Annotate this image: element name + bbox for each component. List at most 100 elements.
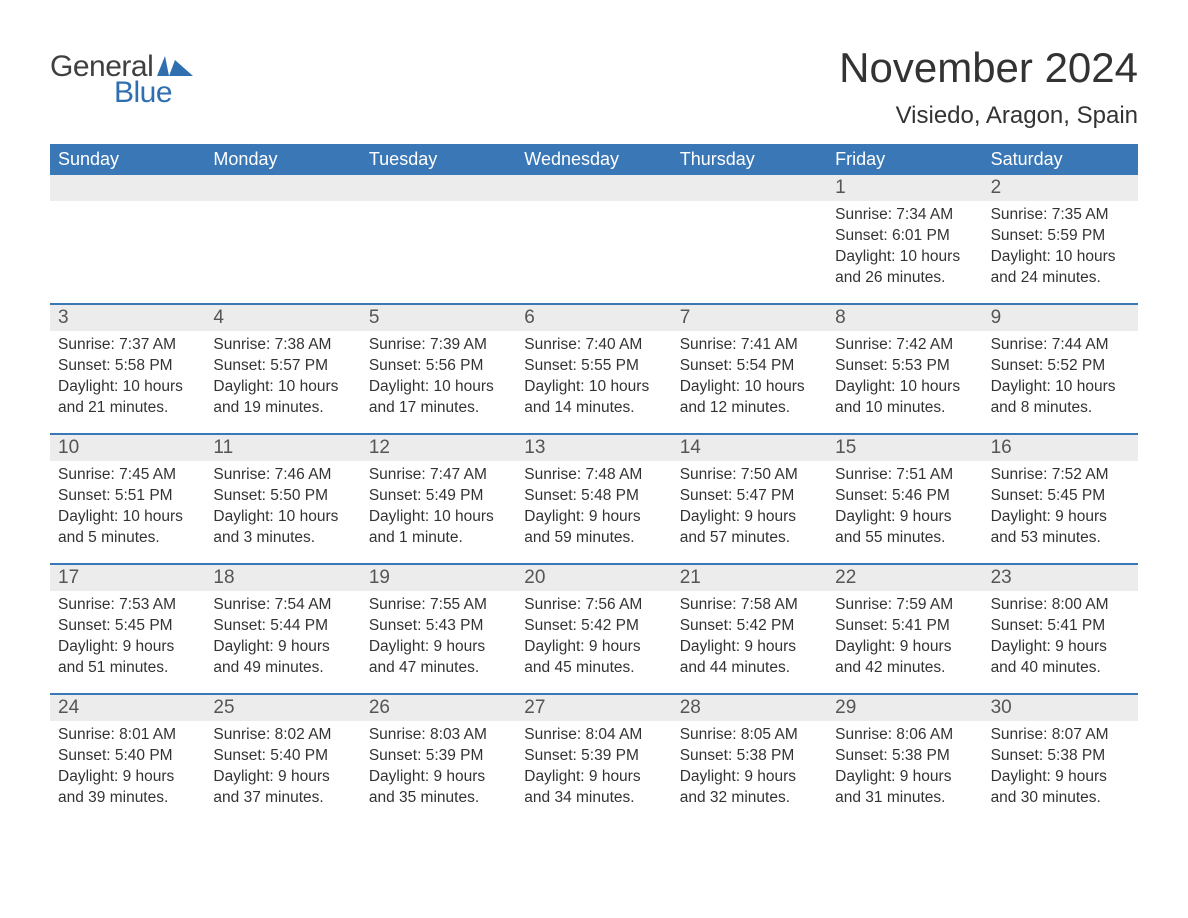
day-number: 2 bbox=[983, 175, 1138, 201]
day-cell: 18Sunrise: 7:54 AMSunset: 5:44 PMDayligh… bbox=[205, 565, 360, 693]
day-sunset: Sunset: 5:58 PM bbox=[58, 356, 197, 377]
day-sunrise: Sunrise: 8:04 AM bbox=[524, 725, 663, 746]
day-number: 12 bbox=[361, 435, 516, 461]
day-content: Sunrise: 7:34 AMSunset: 6:01 PMDaylight:… bbox=[827, 201, 982, 289]
day-daylight1: Daylight: 10 hours bbox=[213, 507, 352, 528]
day-sunset: Sunset: 5:45 PM bbox=[58, 616, 197, 637]
day-cell bbox=[205, 175, 360, 303]
day-number: 8 bbox=[827, 305, 982, 331]
day-content: Sunrise: 7:54 AMSunset: 5:44 PMDaylight:… bbox=[205, 591, 360, 679]
day-number: 9 bbox=[983, 305, 1138, 331]
day-sunrise: Sunrise: 7:44 AM bbox=[991, 335, 1130, 356]
day-daylight2: and 8 minutes. bbox=[991, 398, 1130, 419]
day-number: 23 bbox=[983, 565, 1138, 591]
day-content: Sunrise: 7:44 AMSunset: 5:52 PMDaylight:… bbox=[983, 331, 1138, 419]
day-number-empty bbox=[361, 175, 516, 201]
day-number-empty bbox=[672, 175, 827, 201]
day-number: 4 bbox=[205, 305, 360, 331]
day-number: 6 bbox=[516, 305, 671, 331]
day-sunrise: Sunrise: 7:55 AM bbox=[369, 595, 508, 616]
day-daylight2: and 12 minutes. bbox=[680, 398, 819, 419]
day-sunrise: Sunrise: 7:34 AM bbox=[835, 205, 974, 226]
day-sunset: Sunset: 5:42 PM bbox=[524, 616, 663, 637]
day-daylight2: and 14 minutes. bbox=[524, 398, 663, 419]
day-sunset: Sunset: 5:55 PM bbox=[524, 356, 663, 377]
week-row: 3Sunrise: 7:37 AMSunset: 5:58 PMDaylight… bbox=[50, 303, 1138, 433]
day-sunset: Sunset: 5:48 PM bbox=[524, 486, 663, 507]
day-number: 11 bbox=[205, 435, 360, 461]
day-cell bbox=[672, 175, 827, 303]
day-content: Sunrise: 7:39 AMSunset: 5:56 PMDaylight:… bbox=[361, 331, 516, 419]
logo-blue-text: Blue bbox=[114, 76, 172, 110]
day-header-cell: Friday bbox=[827, 144, 982, 175]
day-daylight1: Daylight: 9 hours bbox=[58, 637, 197, 658]
day-cell: 9Sunrise: 7:44 AMSunset: 5:52 PMDaylight… bbox=[983, 305, 1138, 433]
day-sunset: Sunset: 6:01 PM bbox=[835, 226, 974, 247]
day-cell: 17Sunrise: 7:53 AMSunset: 5:45 PMDayligh… bbox=[50, 565, 205, 693]
day-sunset: Sunset: 5:57 PM bbox=[213, 356, 352, 377]
day-number: 29 bbox=[827, 695, 982, 721]
day-sunrise: Sunrise: 8:01 AM bbox=[58, 725, 197, 746]
day-sunset: Sunset: 5:53 PM bbox=[835, 356, 974, 377]
day-daylight2: and 32 minutes. bbox=[680, 788, 819, 809]
day-daylight1: Daylight: 9 hours bbox=[524, 767, 663, 788]
day-cell: 24Sunrise: 8:01 AMSunset: 5:40 PMDayligh… bbox=[50, 695, 205, 823]
week-row: 17Sunrise: 7:53 AMSunset: 5:45 PMDayligh… bbox=[50, 563, 1138, 693]
day-sunrise: Sunrise: 7:35 AM bbox=[991, 205, 1130, 226]
day-daylight1: Daylight: 10 hours bbox=[524, 377, 663, 398]
day-sunset: Sunset: 5:44 PM bbox=[213, 616, 352, 637]
day-cell: 3Sunrise: 7:37 AMSunset: 5:58 PMDaylight… bbox=[50, 305, 205, 433]
day-daylight2: and 31 minutes. bbox=[835, 788, 974, 809]
day-daylight2: and 3 minutes. bbox=[213, 528, 352, 549]
day-cell: 28Sunrise: 8:05 AMSunset: 5:38 PMDayligh… bbox=[672, 695, 827, 823]
day-cell bbox=[516, 175, 671, 303]
day-content: Sunrise: 8:06 AMSunset: 5:38 PMDaylight:… bbox=[827, 721, 982, 809]
day-sunrise: Sunrise: 8:03 AM bbox=[369, 725, 508, 746]
day-daylight1: Daylight: 9 hours bbox=[835, 637, 974, 658]
day-sunrise: Sunrise: 7:47 AM bbox=[369, 465, 508, 486]
day-number: 17 bbox=[50, 565, 205, 591]
day-content: Sunrise: 8:01 AMSunset: 5:40 PMDaylight:… bbox=[50, 721, 205, 809]
day-content: Sunrise: 8:03 AMSunset: 5:39 PMDaylight:… bbox=[361, 721, 516, 809]
day-header-cell: Saturday bbox=[983, 144, 1138, 175]
day-sunrise: Sunrise: 7:56 AM bbox=[524, 595, 663, 616]
day-number: 26 bbox=[361, 695, 516, 721]
day-header-row: SundayMondayTuesdayWednesdayThursdayFrid… bbox=[50, 144, 1138, 175]
day-content: Sunrise: 7:45 AMSunset: 5:51 PMDaylight:… bbox=[50, 461, 205, 549]
day-number: 20 bbox=[516, 565, 671, 591]
day-daylight2: and 35 minutes. bbox=[369, 788, 508, 809]
day-daylight1: Daylight: 10 hours bbox=[991, 247, 1130, 268]
day-sunrise: Sunrise: 7:41 AM bbox=[680, 335, 819, 356]
week-row: 24Sunrise: 8:01 AMSunset: 5:40 PMDayligh… bbox=[50, 693, 1138, 823]
day-sunset: Sunset: 5:50 PM bbox=[213, 486, 352, 507]
day-sunrise: Sunrise: 8:05 AM bbox=[680, 725, 819, 746]
day-daylight1: Daylight: 9 hours bbox=[991, 507, 1130, 528]
day-sunrise: Sunrise: 7:42 AM bbox=[835, 335, 974, 356]
day-number: 15 bbox=[827, 435, 982, 461]
day-daylight2: and 45 minutes. bbox=[524, 658, 663, 679]
day-sunrise: Sunrise: 8:00 AM bbox=[991, 595, 1130, 616]
day-daylight2: and 5 minutes. bbox=[58, 528, 197, 549]
day-content: Sunrise: 7:40 AMSunset: 5:55 PMDaylight:… bbox=[516, 331, 671, 419]
day-number: 3 bbox=[50, 305, 205, 331]
day-header-cell: Tuesday bbox=[361, 144, 516, 175]
day-number: 18 bbox=[205, 565, 360, 591]
day-cell: 26Sunrise: 8:03 AMSunset: 5:39 PMDayligh… bbox=[361, 695, 516, 823]
day-header-cell: Sunday bbox=[50, 144, 205, 175]
day-sunrise: Sunrise: 7:38 AM bbox=[213, 335, 352, 356]
day-daylight2: and 26 minutes. bbox=[835, 268, 974, 289]
day-daylight1: Daylight: 9 hours bbox=[369, 767, 508, 788]
day-cell: 13Sunrise: 7:48 AMSunset: 5:48 PMDayligh… bbox=[516, 435, 671, 563]
day-daylight1: Daylight: 9 hours bbox=[213, 767, 352, 788]
day-cell bbox=[50, 175, 205, 303]
day-daylight2: and 55 minutes. bbox=[835, 528, 974, 549]
day-sunset: Sunset: 5:51 PM bbox=[58, 486, 197, 507]
page-title: November 2024 bbox=[839, 44, 1138, 92]
day-daylight1: Daylight: 10 hours bbox=[835, 377, 974, 398]
day-content: Sunrise: 7:47 AMSunset: 5:49 PMDaylight:… bbox=[361, 461, 516, 549]
day-number: 5 bbox=[361, 305, 516, 331]
day-daylight2: and 47 minutes. bbox=[369, 658, 508, 679]
day-content: Sunrise: 7:52 AMSunset: 5:45 PMDaylight:… bbox=[983, 461, 1138, 549]
day-number: 16 bbox=[983, 435, 1138, 461]
day-number: 27 bbox=[516, 695, 671, 721]
